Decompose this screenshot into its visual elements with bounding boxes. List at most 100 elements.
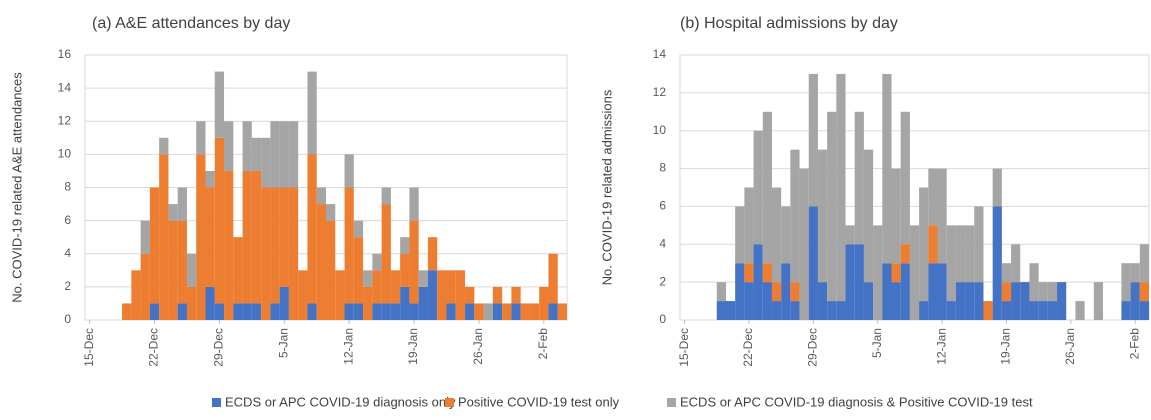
bar-segment	[1075, 301, 1085, 320]
y-tick-label: 2	[659, 274, 666, 288]
bar-segment	[279, 187, 289, 287]
bar-segment	[381, 303, 391, 320]
bar-segment	[1139, 282, 1149, 302]
bar-segment	[799, 168, 809, 320]
bar-segment	[307, 154, 317, 304]
bar-segment	[418, 286, 428, 320]
y-tick-label: 8	[64, 180, 71, 194]
bar-segment	[854, 111, 864, 245]
bar-segment	[1001, 301, 1012, 320]
bar-segment	[900, 111, 910, 245]
bar-segment	[891, 168, 901, 264]
y-tick-label: 12	[653, 85, 667, 99]
bar-segment	[353, 220, 364, 238]
bar-segment	[974, 282, 984, 320]
bar-segment	[465, 303, 475, 320]
bar-segment	[790, 301, 800, 320]
legend-label: Positive COVID-19 test only	[458, 394, 620, 409]
bar-segment	[1093, 282, 1104, 320]
y-tick-label: 4	[64, 246, 71, 260]
bar-segment	[735, 206, 745, 264]
bar-segment	[326, 220, 336, 320]
bar-segment	[149, 303, 160, 320]
bar-segment	[400, 253, 410, 287]
x-tick-label: 15-Dec	[82, 328, 96, 367]
x-tick-label: 22-Dec	[741, 328, 755, 367]
bar-segment	[919, 301, 929, 320]
bar-segment	[205, 170, 215, 188]
bar-segment	[316, 187, 326, 205]
x-tick-label: 26-Jan	[1063, 328, 1077, 365]
bar-segment	[363, 270, 373, 287]
bar-segment	[836, 73, 846, 302]
bar-segment	[955, 282, 966, 320]
bar-segment	[122, 303, 132, 320]
bar-segment	[316, 204, 326, 320]
bar-segment	[1038, 282, 1048, 302]
y-tick-label: 10	[653, 123, 667, 137]
bar-segment	[1057, 282, 1067, 320]
legend-label: ECDS or APC COVID-19 diagnosis & Positiv…	[680, 394, 1033, 409]
bar-segment	[492, 286, 503, 304]
y-tick-label: 0	[64, 312, 71, 326]
y-tick-label: 16	[58, 47, 72, 61]
bar-segment	[520, 303, 530, 320]
bar-segment	[270, 303, 280, 320]
bar-segment	[909, 225, 920, 320]
bar-segment	[539, 286, 549, 320]
bar-segment	[372, 303, 382, 320]
bar-segment	[781, 263, 791, 320]
bar-segment	[1011, 244, 1021, 283]
x-tick-label: 2-Feb	[1127, 328, 1141, 360]
bar-segment	[261, 137, 271, 188]
bar-segment	[928, 225, 938, 264]
bar-segment	[186, 286, 197, 320]
bar-segment	[919, 187, 929, 302]
bar-segment	[326, 204, 336, 221]
bar-segment	[390, 303, 401, 320]
bar-segment	[307, 71, 317, 155]
bar-segment	[548, 253, 558, 304]
bar-segment	[233, 237, 243, 304]
bar-segment	[400, 237, 410, 254]
bar-segment	[817, 149, 828, 283]
bar-segment	[863, 149, 874, 283]
bar-segment	[928, 168, 938, 226]
bar-segment	[937, 168, 947, 264]
bar-segment	[140, 220, 150, 254]
bar-segment	[965, 225, 975, 283]
bar-segment	[177, 187, 187, 221]
y-tick-label: 12	[58, 113, 72, 127]
bar-segment	[446, 270, 456, 304]
bar-segment	[762, 111, 772, 264]
legend-swatch	[667, 398, 676, 407]
chart-title: (a) A&E attendances by day	[92, 15, 290, 32]
bar-segment	[353, 237, 364, 304]
bar-segment	[363, 286, 373, 320]
bar-segment	[251, 170, 262, 304]
x-tick-label: 12-Jan	[934, 328, 948, 365]
x-tick-label: 5-Jan	[276, 328, 290, 358]
bar-segment	[845, 225, 855, 245]
bar-segment	[965, 282, 975, 320]
bar-segment	[409, 303, 419, 320]
bar-segment	[1038, 301, 1048, 320]
y-tick-label: 10	[58, 147, 72, 161]
bar-segment	[1047, 301, 1058, 320]
bar-segment	[716, 301, 726, 320]
bar-segment	[381, 204, 391, 304]
y-tick-label: 2	[64, 279, 71, 293]
bar-segment	[251, 137, 262, 171]
x-tick-label: 19-Jan	[406, 328, 420, 365]
bar-segment	[159, 154, 169, 320]
bar-segment	[744, 187, 754, 264]
bar-segment	[817, 282, 828, 320]
bar-segment	[1139, 244, 1149, 283]
bar-segment	[288, 187, 299, 320]
bar-segment	[1001, 282, 1012, 302]
bar-segment	[455, 270, 466, 320]
bar-segment	[529, 303, 540, 320]
bar-segment	[790, 282, 800, 302]
bar-segment	[771, 187, 782, 283]
x-tick-label: 19-Jan	[999, 328, 1013, 365]
